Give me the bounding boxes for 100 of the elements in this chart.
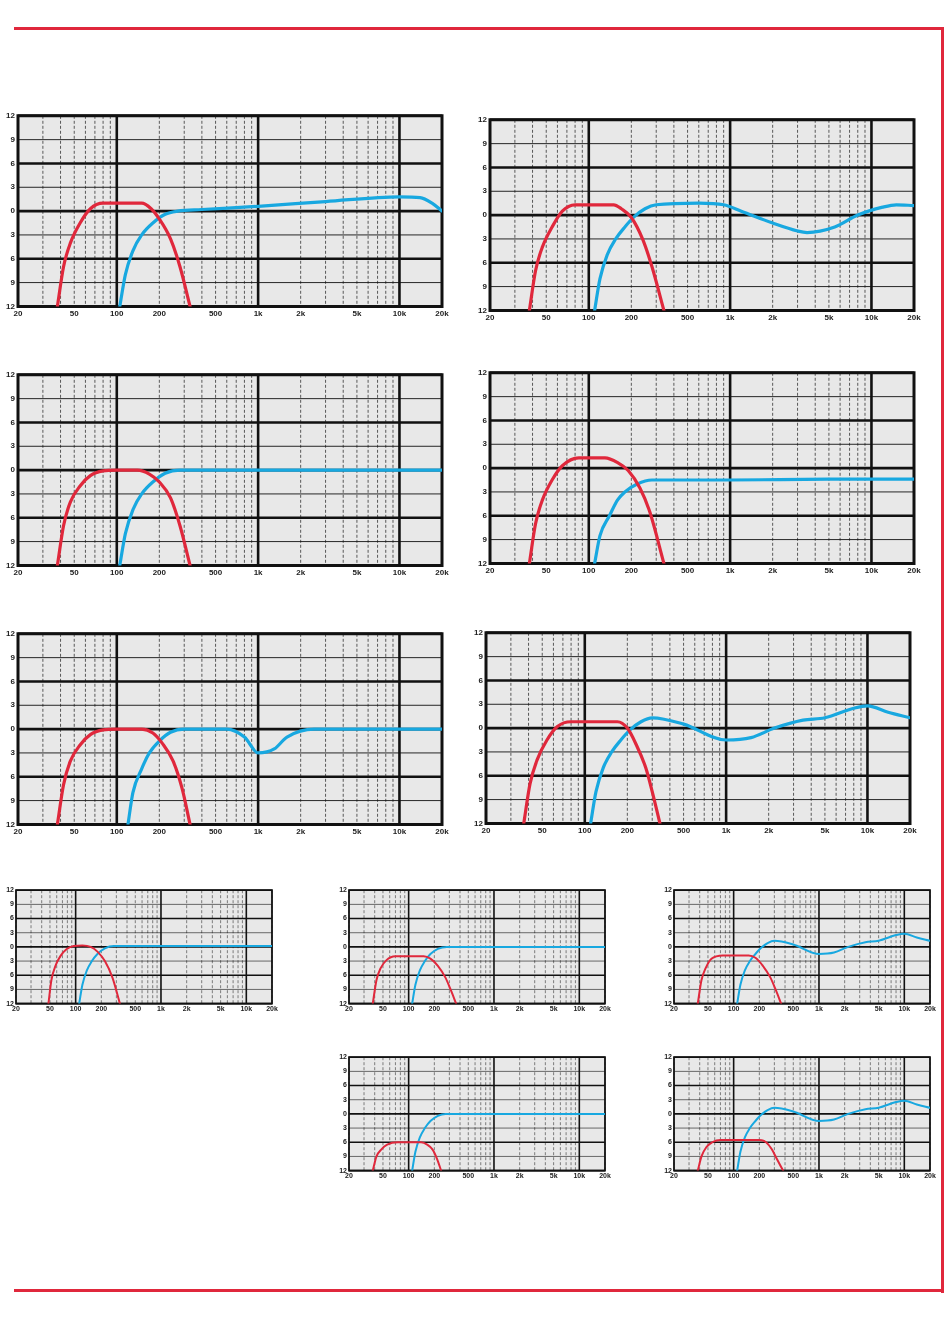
x-tick-label: 10k [392,568,407,578]
y-tick-label: 9 [478,651,484,661]
y-tick-label: 0 [10,206,16,216]
x-tick-label: 2k [764,826,774,836]
y-tick-label: 9 [10,134,16,144]
y-tick-label: 3 [478,699,484,709]
y-tick-label: 3 [10,441,16,451]
y-tick-label: 6 [482,162,488,172]
x-tick-label: 500 [208,827,223,837]
x-tick-label: 10k [860,826,875,836]
y-tick-label: 9 [482,281,488,291]
x-tick-label: 200 [152,568,167,578]
y-tick-label: 3 [10,182,16,192]
y-tick-label: 6 [482,415,488,425]
y-tick-label: 0 [478,723,484,733]
x-tick-label: 1k [253,568,264,578]
y-tick-label: 6 [478,770,484,780]
x-tick-label: 500 [680,313,695,323]
x-tick-label: 20k [435,827,450,837]
y-tick-label: 6 [10,417,16,427]
y-tick-label: 12 [6,560,16,570]
y-tick-label: 6 [10,676,16,686]
x-tick-label: 100 [582,566,597,576]
x-tick-label: 100 [582,313,597,323]
x-tick-label: 5k [352,568,362,578]
x-tick-label: 500 [676,826,691,836]
x-tick-label: 50 [69,309,80,319]
x-tick-label: 2k [296,309,306,319]
y-tick-label: 6 [10,158,16,168]
x-tick-label: 100 [110,309,125,319]
y-tick-label: 12 [478,115,488,124]
x-tick-label: 200 [624,313,639,323]
x-tick-label: 10k [392,309,407,319]
x-tick-label: 10k [864,313,879,323]
x-tick-label: 20 [481,826,491,836]
x-tick-label: 50 [541,566,552,576]
y-tick-label: 12 [6,111,16,120]
y-tick-label: 9 [10,393,16,403]
x-tick-label: 100 [578,826,593,836]
x-tick-label: 500 [208,309,223,319]
x-tick-label: 20 [13,827,23,837]
y-tick-label: 9 [478,794,484,804]
y-tick-label: 3 [10,748,16,758]
x-tick-label: 200 [624,566,639,576]
y-tick-label: 12 [478,305,488,315]
x-tick-label: 2k [296,568,306,578]
x-tick-label: 20k [435,309,450,319]
y-tick-label: 0 [10,724,16,734]
x-tick-label: 200 [152,827,167,837]
y-tick-label: 6 [10,253,16,263]
y-tick-label: 3 [482,487,488,497]
y-tick-label: 12 [6,629,16,638]
x-tick-label: 20 [13,309,23,319]
x-tick-label: 20k [903,826,918,836]
x-tick-label: 50 [69,568,80,578]
y-tick-label: 3 [10,489,16,499]
x-tick-label: 1k [253,309,264,319]
x-tick-label: 20 [485,313,495,323]
y-tick-label: 6 [482,257,488,267]
y-tick-label: 3 [10,230,16,240]
y-tick-label: 12 [6,819,16,829]
x-tick-label: 1k [725,566,736,576]
y-tick-label: 9 [482,534,488,544]
y-tick-label: 9 [482,391,488,401]
x-tick-label: 5k [824,313,834,323]
x-tick-label: 200 [620,826,635,836]
y-tick-label: 9 [10,795,16,805]
x-tick-label: 500 [680,566,695,576]
y-tick-label: 12 [474,628,484,637]
x-tick-label: 50 [69,827,80,837]
x-tick-label: 1k [721,826,732,836]
y-tick-label: 0 [482,463,488,473]
x-tick-label: 20 [485,566,495,576]
x-tick-label: 1k [253,827,264,837]
x-tick-label: 100 [110,827,125,837]
y-tick-label: 12 [474,818,484,828]
x-tick-label: 5k [824,566,834,576]
x-tick-label: 20k [907,566,922,576]
x-tick-label: 5k [352,827,362,837]
y-tick-label: 3 [10,700,16,710]
y-tick-label: 0 [482,210,488,220]
y-tick-label: 0 [10,465,16,475]
x-tick-label: 5k [352,309,362,319]
x-tick-label: 20k [435,568,450,578]
x-tick-label: 5k [820,826,830,836]
y-tick-label: 12 [478,558,488,568]
x-tick-label: 2k [768,313,778,323]
y-tick-label: 9 [10,277,16,287]
x-tick-label: 20 [13,568,23,578]
y-tick-label: 3 [482,234,488,244]
x-tick-label: 2k [768,566,778,576]
y-tick-label: 6 [482,510,488,520]
y-tick-label: 3 [478,747,484,757]
y-tick-label: 3 [482,439,488,449]
x-tick-label: 200 [152,309,167,319]
x-tick-label: 2k [296,827,306,837]
y-tick-label: 3 [482,186,488,196]
y-tick-label: 12 [6,370,16,379]
y-tick-label: 9 [10,536,16,546]
x-tick-label: 10k [392,827,407,837]
